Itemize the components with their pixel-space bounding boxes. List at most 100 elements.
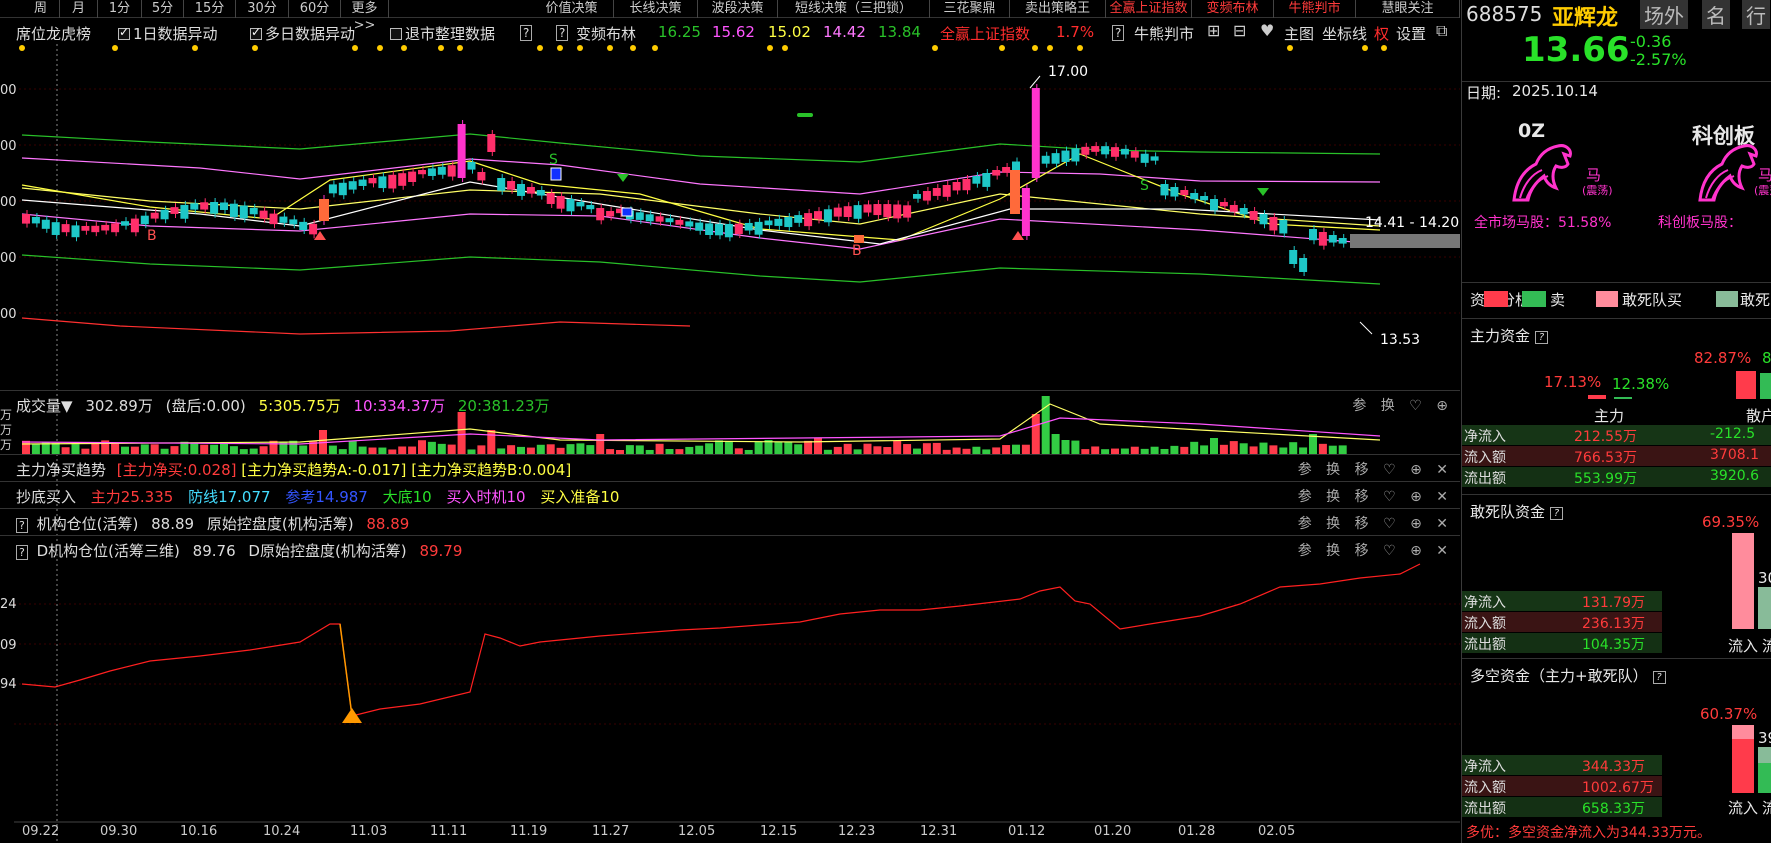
close-icon[interactable]: ✕: [1436, 489, 1448, 505]
param-button[interactable]: 参: [1352, 398, 1367, 414]
tab-industry[interactable]: 行: [1742, 0, 1770, 29]
panel-title[interactable]: 机构仓位(活筹): [36, 515, 139, 533]
add-icon[interactable]: ⊞: [1207, 21, 1221, 40]
move-button[interactable]: 移: [1354, 462, 1369, 478]
swap-button[interactable]: 换: [1326, 543, 1341, 559]
swap-button[interactable]: 换: [1326, 489, 1341, 505]
boll-indicator-name[interactable]: 变频布林: [576, 25, 637, 43]
period-tab[interactable]: 周: [22, 0, 60, 18]
param-button[interactable]: 参: [1297, 516, 1312, 532]
panel-value: 88.89: [366, 515, 410, 533]
seat-rank-toggle[interactable]: 席位龙虎榜: [16, 25, 92, 43]
zoom-icon[interactable]: ⊕: [1410, 516, 1422, 532]
help-icon[interactable]: ?: [520, 25, 533, 41]
period-tab[interactable]: 价值决策: [530, 0, 614, 18]
help-icon[interactable]: ?: [16, 545, 28, 560]
volume-bar: [111, 443, 120, 454]
zoom-icon[interactable]: ⊕: [1410, 543, 1422, 559]
help-icon[interactable]: ?: [1112, 25, 1125, 41]
boll-value-4: 14.42: [823, 23, 866, 41]
panel-title[interactable]: D机构仓位(活筹三维): [36, 542, 180, 560]
candle-body: [1140, 153, 1149, 163]
index-indicator-name[interactable]: 全赢上证指数: [940, 25, 1031, 43]
candle-body: [695, 222, 704, 231]
tab-name[interactable]: 名: [1702, 0, 1730, 29]
period-tab[interactable]: 卖出策略王: [1010, 0, 1106, 18]
settings-button[interactable]: 设置: [1396, 25, 1427, 43]
indicator-panel-bottom-buy: 抄底买入 主力25.335 防线17.077 参考14.987 大底10 买入时…: [0, 481, 1460, 507]
volume-bar: [1318, 443, 1327, 454]
period-tab[interactable]: 短线决策（三把锁）: [778, 0, 930, 18]
close-icon[interactable]: ✕: [1436, 462, 1448, 478]
long-short-title: 多空资金（主力+敢死队）?: [1470, 665, 1666, 686]
ls-bar-out: [1758, 763, 1771, 793]
main-chart-button[interactable]: 主图: [1284, 25, 1315, 43]
candle-body: [853, 205, 862, 219]
delist-data-checkbox[interactable]: 退市整理数据: [390, 23, 495, 44]
kline-chart-area[interactable]: 00 00 00 00 00 B B S S 17.00 13.53 14.41 - 14.20 万万万…: [0, 44, 1460, 843]
tab-offmarket[interactable]: 场外: [1640, 0, 1688, 29]
multi-day-anomaly-checkbox[interactable]: 多日数据异动: [250, 23, 355, 44]
param-button[interactable]: 参: [1297, 489, 1312, 505]
candle-body: [1180, 190, 1189, 196]
period-tab[interactable]: 更多>>: [341, 0, 389, 33]
swap-button[interactable]: 换: [1326, 462, 1341, 478]
period-tab[interactable]: 全赢上证指数: [1106, 0, 1192, 18]
expand-icon[interactable]: ⧉: [1436, 21, 1448, 40]
swap-button[interactable]: 换: [1380, 398, 1395, 414]
move-button[interactable]: 移: [1354, 489, 1369, 505]
sell-triangle-icon: [1257, 188, 1269, 196]
period-tab[interactable]: 15分: [184, 0, 236, 18]
panel-value: 大底10: [382, 488, 432, 506]
period-tab[interactable]: 月: [60, 0, 98, 18]
move-button[interactable]: 移: [1354, 543, 1369, 559]
main-label: 主力: [1594, 407, 1625, 425]
close-icon[interactable]: ✕: [1436, 543, 1448, 559]
period-tab[interactable]: 波段决策: [698, 0, 778, 18]
favorite-icon[interactable]: ♡: [1383, 489, 1396, 505]
period-tab[interactable]: 30分: [236, 0, 289, 18]
date-axis-label: 02.05: [1258, 824, 1295, 839]
help-icon[interactable]: ?: [16, 518, 28, 533]
one-day-anomaly-checkbox[interactable]: 1日数据异动: [118, 23, 218, 44]
remove-icon[interactable]: ⊟: [1233, 21, 1247, 40]
heart-icon[interactable]: ♥: [1260, 21, 1275, 40]
bull-bear-indicator[interactable]: 牛熊判市: [1134, 25, 1195, 43]
zoom-icon[interactable]: ⊕: [1436, 398, 1448, 414]
help-icon[interactable]: ?: [1550, 507, 1564, 520]
period-tab[interactable]: 60分: [289, 0, 341, 18]
help-icon[interactable]: ?: [1652, 671, 1666, 684]
date-axis-label: 01.28: [1178, 824, 1215, 839]
param-button[interactable]: 参: [1297, 462, 1312, 478]
period-tab[interactable]: 5分: [142, 0, 184, 18]
adjust-rights-button[interactable]: 权: [1374, 25, 1390, 43]
volume-title[interactable]: 成交量▼: [16, 397, 73, 415]
candle-body: [724, 223, 733, 238]
param-button[interactable]: 参: [1297, 543, 1312, 559]
period-tab[interactable]: 长线决策: [614, 0, 698, 18]
favorite-icon[interactable]: ♡: [1383, 543, 1396, 559]
close-icon[interactable]: ✕: [1436, 516, 1448, 532]
panel-title[interactable]: 主力净买趋势: [16, 461, 107, 479]
high-price-label: 17.00: [1048, 64, 1088, 80]
favorite-icon[interactable]: ♡: [1383, 516, 1396, 532]
candle-body: [41, 219, 50, 229]
favorite-icon[interactable]: ♡: [1409, 398, 1422, 414]
zoom-icon[interactable]: ⊕: [1410, 489, 1422, 505]
period-tab[interactable]: 慧眼关注: [1356, 0, 1460, 18]
coord-line-button[interactable]: 坐标线: [1322, 25, 1368, 43]
panel-title[interactable]: 抄底买入: [16, 488, 77, 506]
period-tab[interactable]: 牛熊判市: [1274, 0, 1356, 18]
dare-pct-in: 69.35%: [1702, 513, 1760, 531]
volume-bar: [665, 449, 674, 454]
period-tab[interactable]: 三花聚鼎: [930, 0, 1010, 18]
swap-button[interactable]: 换: [1326, 516, 1341, 532]
help-icon[interactable]: ?: [556, 25, 569, 41]
move-button[interactable]: 移: [1354, 516, 1369, 532]
zoom-icon[interactable]: ⊕: [1410, 462, 1422, 478]
favorite-icon[interactable]: ♡: [1383, 462, 1396, 478]
period-tab[interactable]: 变频布林: [1192, 0, 1274, 18]
period-tab[interactable]: 1分: [98, 0, 142, 18]
candle-body: [437, 166, 446, 175]
help-icon[interactable]: ?: [1535, 331, 1549, 344]
